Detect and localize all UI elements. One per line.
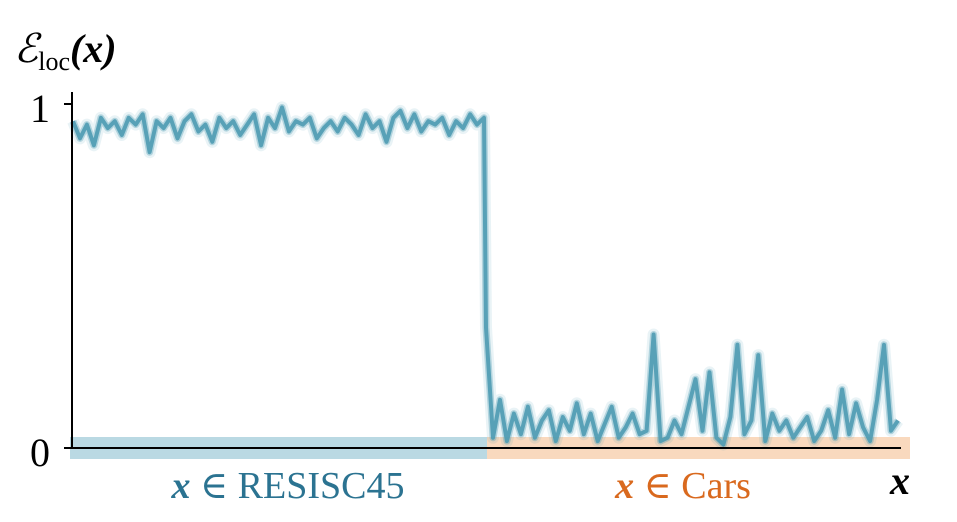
region-label-resisc45: x ∈ RESISC45: [171, 465, 405, 507]
series-lines: [67, 101, 903, 451]
y-axis-label: ℰloc(x): [14, 26, 117, 76]
y-tick-label-0: 0: [30, 430, 50, 475]
region-label-cars: x ∈ Cars: [614, 465, 751, 507]
x-axis-label: x: [889, 458, 910, 503]
series-line: [71, 105, 900, 447]
y-tick-label-1: 1: [30, 86, 50, 131]
